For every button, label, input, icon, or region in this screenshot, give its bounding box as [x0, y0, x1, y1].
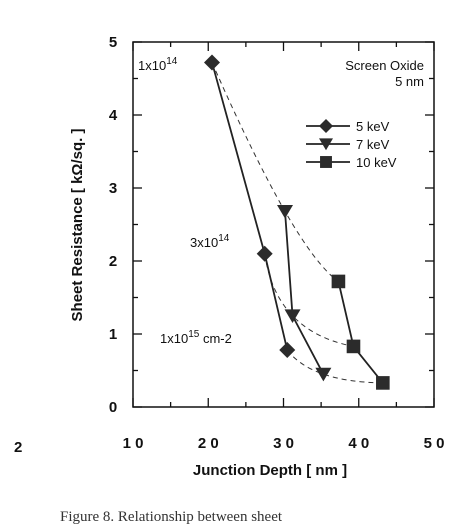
legend: 5 keV 7 keV 10 keV [306, 119, 397, 170]
y-tick-label: 0 [109, 399, 117, 416]
x-tick-label: 4 0 [348, 435, 369, 452]
dose-curves [211, 62, 383, 384]
x-tick-label: 5 0 [424, 435, 445, 452]
legend-label: 10 keV [356, 155, 397, 170]
series-line-10-kev [337, 281, 384, 384]
x-tick-label: 1 0 [123, 435, 144, 452]
data-point-7-kev [315, 367, 332, 382]
figure-caption-fragment: Figure 8. Relationship between sheet [60, 509, 283, 524]
x-tick-label: 2 0 [198, 435, 219, 452]
y-tick-label: 3 [109, 180, 117, 197]
dose-curve-1 [211, 62, 339, 282]
dose-annotation-1e14: 1x1014 [138, 56, 178, 73]
x-tick-label: 3 0 [273, 435, 294, 452]
y-tick-label: 5 [109, 34, 117, 51]
screen-oxide-label: Screen Oxide [345, 58, 424, 73]
legend-label: 7 keV [356, 137, 390, 152]
x-tick-labels: 1 0 2 0 3 0 4 0 5 0 [123, 435, 445, 452]
screen-oxide-thickness: 5 nm [395, 74, 424, 89]
axis-ticks [132, 41, 435, 408]
data-point-5-kev [256, 245, 273, 262]
y-tick-label: 2 [109, 253, 117, 270]
data-point-7-kev [284, 309, 301, 323]
data-point-7-kev [277, 204, 294, 219]
y-tick-label: 1 [109, 326, 117, 343]
legend-label: 5 keV [356, 119, 390, 134]
legend-marker [319, 138, 333, 151]
margin-number: 2 [14, 439, 22, 456]
y-tick-labels: 0 1 2 3 4 5 [109, 34, 118, 416]
series-line-5-kev [211, 62, 289, 351]
x-axis-title: Junction Depth [ nm ] [193, 462, 347, 479]
dose-annotation-3e14: 3x1014 [190, 233, 230, 250]
legend-marker [319, 119, 333, 133]
y-tick-label: 4 [109, 107, 118, 124]
legend-marker [320, 156, 332, 168]
data-point-10-kev [346, 339, 361, 354]
y-axis-title: Sheet Resistance [ kΩ/sq. ] [69, 129, 86, 322]
data-point-10-kev [376, 376, 390, 390]
series-lines [211, 62, 384, 384]
dose-curve-2 [264, 253, 354, 347]
data-point-10-kev [331, 274, 346, 289]
dose-annotation-1e15: 1x1015 cm-2 [160, 329, 232, 346]
data-point-5-kev [204, 54, 221, 71]
series-markers [204, 54, 390, 390]
data-point-5-kev [279, 342, 296, 359]
